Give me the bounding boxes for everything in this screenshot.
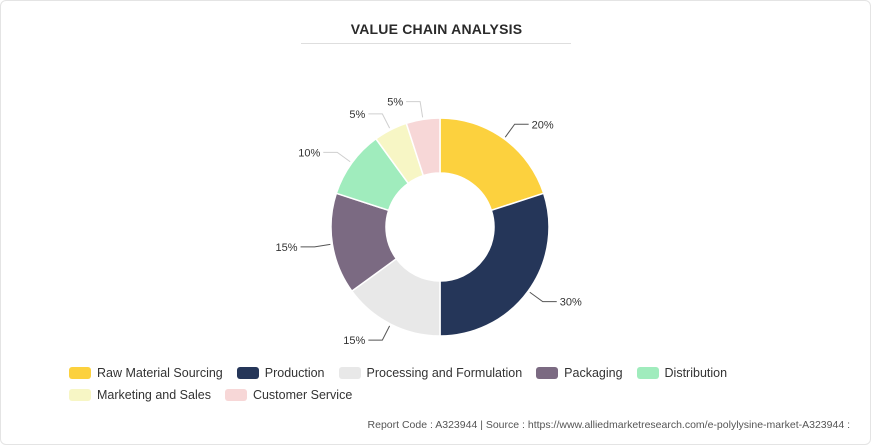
legend-item-distribution[interactable]: Distribution <box>636 365 728 381</box>
legend-item-production[interactable]: Production <box>236 365 325 381</box>
legend-swatch <box>236 367 259 379</box>
data-label-packaging: 15% <box>276 242 298 254</box>
legend-swatch <box>338 367 361 379</box>
legend-item-raw-material-sourcing[interactable]: Raw Material Sourcing <box>69 365 223 381</box>
data-label-raw-material-sourcing: 20% <box>532 119 554 131</box>
legend-item-marketing-and-sales[interactable]: Marketing and Sales <box>69 387 211 403</box>
legend-swatch <box>224 389 247 401</box>
leader-line-packaging <box>300 243 331 248</box>
legend-label: Processing and Formulation <box>366 366 523 380</box>
legend-label: Customer Service <box>252 388 353 402</box>
report-source-footer: Report Code : A323944 | Source : https:/… <box>367 419 850 431</box>
slice-customer-service[interactable] <box>405 117 441 177</box>
chart-legend: Raw Material Sourcing Production Processin… <box>69 365 849 403</box>
legend-label: Production <box>264 366 325 380</box>
data-label-processing-and-formulation: 15% <box>343 335 365 347</box>
legend-label: Distribution <box>664 366 728 380</box>
title-divider <box>301 43 571 44</box>
leader-line-production <box>529 291 557 303</box>
slice-raw-material-sourcing[interactable] <box>439 117 545 212</box>
chart-title: VALUE CHAIN ANALYSIS <box>350 21 523 37</box>
leader-line-raw-material-sourcing <box>504 123 529 138</box>
leader-line-distribution <box>323 151 351 163</box>
leader-line-processing-and-formulation <box>368 325 391 341</box>
legend-item-processing-and-formulation[interactable]: Processing and Formulation <box>338 365 523 381</box>
legend-label: Raw Material Sourcing <box>97 366 223 380</box>
data-label-marketing-and-sales: 5% <box>349 109 365 121</box>
legend-swatch <box>69 367 91 379</box>
data-label-production: 30% <box>560 297 582 309</box>
legend-swatch <box>69 389 91 401</box>
legend-item-packaging[interactable]: Packaging <box>536 365 623 381</box>
slice-production[interactable] <box>439 192 550 337</box>
legend-item-customer-service[interactable]: Customer Service <box>224 387 353 403</box>
data-label-customer-service: 5% <box>387 97 403 109</box>
legend-label: Marketing and Sales <box>97 388 211 402</box>
leader-line-customer-service <box>406 101 424 118</box>
leader-line-marketing-and-sales <box>368 113 391 129</box>
data-label-distribution: 10% <box>298 147 320 159</box>
legend-swatch <box>536 367 559 379</box>
legend-label: Packaging <box>564 366 623 380</box>
legend-swatch <box>636 367 659 379</box>
